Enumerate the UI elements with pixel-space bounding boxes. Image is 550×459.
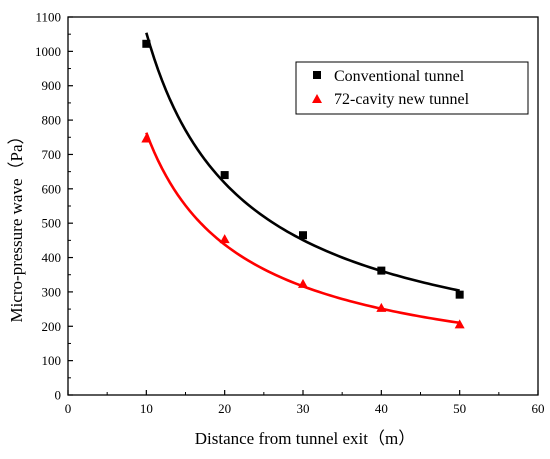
y-tick-label: 800 (42, 113, 62, 128)
legend-box (295, 61, 529, 115)
data-point-72-cavity (141, 133, 152, 143)
x-tick-label: 40 (375, 401, 388, 416)
y-tick-label: 600 (42, 181, 62, 196)
x-tick-label: 10 (140, 401, 153, 416)
y-axis-label: Micro-pressure wave（Pa） (7, 128, 26, 323)
fit-curve-conventional (145, 32, 460, 292)
data-point-conventional (377, 266, 386, 275)
y-tick-label: 300 (42, 284, 62, 299)
data-point-72-cavity (376, 302, 387, 312)
data-point-conventional (299, 231, 307, 240)
data-points (141, 39, 465, 329)
legend-marker-conventional (313, 71, 321, 79)
x-tick-label: 30 (297, 401, 310, 416)
legend-label-72-cavity: 72-cavity new tunnel (334, 91, 470, 108)
legend-marker-72-cavity (312, 94, 322, 103)
legend: Conventional tunnel 72-cavity new tunnel (295, 61, 529, 115)
data-point-conventional (220, 171, 229, 180)
x-tick-label: 60 (532, 401, 545, 416)
y-tick-label: 1000 (35, 44, 61, 59)
data-point-conventional (142, 39, 151, 48)
y-tick-label: 200 (42, 319, 62, 334)
y-tick-label: 500 (42, 216, 62, 231)
y-tick-label: 1100 (35, 10, 61, 25)
fit-curve-72-cavity (145, 132, 460, 325)
y-tick-label: 0 (55, 388, 62, 403)
y-tick-label: 400 (42, 250, 62, 265)
data-point-72-cavity (454, 319, 465, 329)
legend-label-conventional: Conventional tunnel (334, 68, 465, 85)
axes: 0 10 20 30 40 50 60010020030040050060070080090… (35, 10, 545, 417)
y-tick-label: 700 (42, 147, 62, 162)
y-tick-label: 100 (42, 353, 62, 368)
x-axis-label: Distance from tunnel exit（m） (195, 429, 415, 448)
x-tick-label: 50 (453, 401, 466, 416)
x-tick-label: 0 (65, 401, 72, 416)
y-tick-label: 900 (42, 78, 62, 93)
data-point-72-cavity (298, 278, 308, 288)
data-point-72-cavity (219, 234, 230, 244)
x-tick-label: 20 (218, 401, 231, 416)
data-point-conventional (455, 290, 464, 299)
